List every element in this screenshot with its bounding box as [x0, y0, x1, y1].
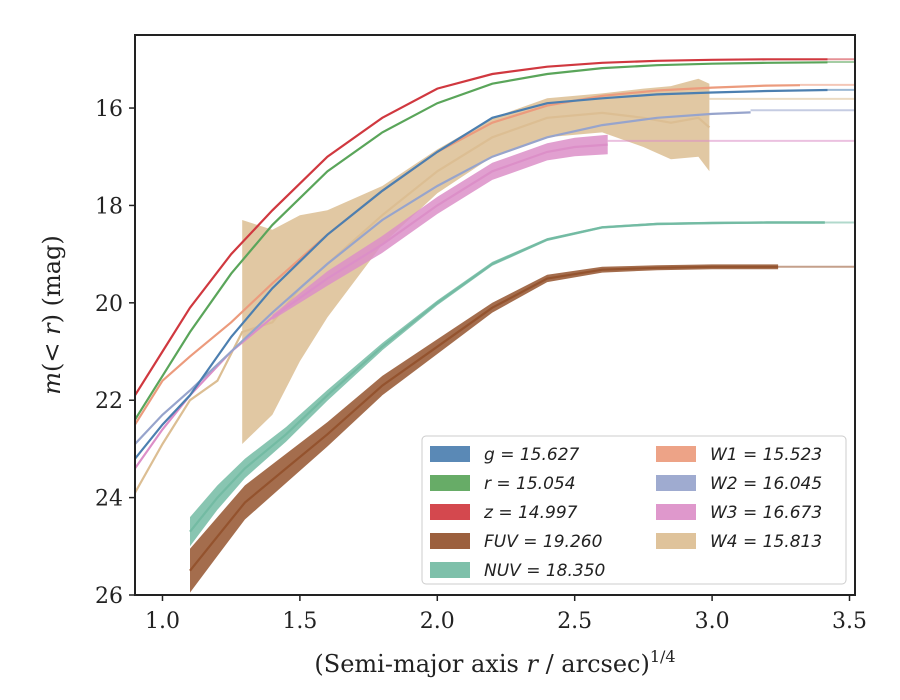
legend-label-fuv: FUV = 19.260	[484, 532, 602, 552]
legend-box	[421, 435, 847, 585]
legend-label-w3: W3 = 16.673	[710, 503, 822, 523]
legend-swatch-w1	[656, 446, 696, 462]
x-tick-label: 3.5	[832, 609, 867, 634]
legend-swatch-g	[430, 446, 470, 462]
x-axis-label: (Semi-major axis r / arcsec)1/4	[314, 647, 675, 678]
y-tick-label: 16	[95, 97, 123, 122]
series-layer	[135, 58, 855, 593]
legend-label-w1: W1 = 15.523	[710, 445, 822, 465]
legend-swatch-w3	[656, 504, 696, 520]
legend-swatch-nuv	[430, 562, 470, 578]
legend-label-z: z = 14.997	[483, 503, 578, 523]
x-tick-label: 1.5	[282, 609, 317, 634]
x-tick-label: 3.0	[695, 609, 730, 634]
x-tick-label: 1.0	[145, 609, 180, 634]
y-tick-label: 20	[95, 292, 123, 317]
legend-swatch-z	[430, 504, 470, 520]
series-line-nuv	[189, 221, 825, 533]
series-band-w3	[272, 134, 608, 320]
y-tick-label: 18	[95, 194, 123, 219]
legend-swatch-fuv	[430, 533, 470, 549]
series-line-z	[135, 58, 828, 396]
y-tick-label: 26	[95, 584, 123, 609]
legend-label-w4: W4 = 15.813	[710, 532, 822, 552]
legend-label-w2: W2 = 16.045	[710, 474, 822, 494]
series-line-r	[135, 61, 828, 421]
plot-frame	[134, 34, 856, 596]
legend-swatch-w2	[656, 475, 696, 491]
legend-label-r: r = 15.054	[484, 474, 576, 494]
legend-label-nuv: NUV = 18.350	[484, 561, 605, 581]
axes-layer: 1.0 1.5 2.0 2.5 3.0 3.5 16 18 20 22 24 26	[95, 34, 867, 634]
legend-swatch-r	[430, 475, 470, 491]
legend: g = 15.627 r = 15.054 z = 14.997 FUV = 19.2…	[421, 435, 847, 585]
series-line-fuv	[189, 265, 779, 572]
series-band-w4	[242, 78, 710, 445]
axis-labels: (Semi-major axis r / arcsec)1/4 m(< r) (…	[38, 235, 676, 678]
series-line-g	[135, 88, 828, 460]
y-axis-label: m(< r) (mag)	[38, 235, 66, 395]
y-tick-label: 24	[95, 487, 123, 512]
x-tick-label: 2.0	[420, 609, 455, 634]
legend-label-g: g = 15.627	[484, 445, 580, 465]
x-tick-label: 2.5	[557, 609, 592, 634]
legend-swatch-w4	[656, 533, 696, 549]
y-tick-label: 22	[95, 389, 123, 414]
